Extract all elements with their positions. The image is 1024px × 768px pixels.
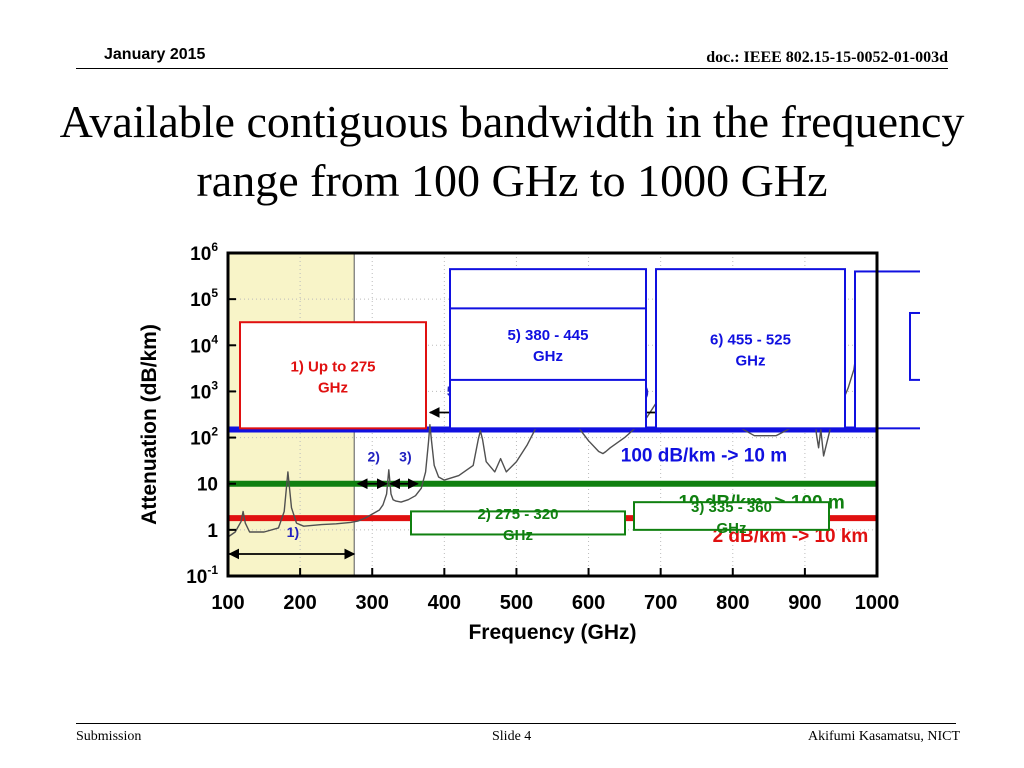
annotation-box-line1: 5) 380 - 445	[508, 327, 589, 344]
x-tick-label: 500	[500, 592, 533, 614]
y-tick-label: 104	[190, 332, 218, 357]
annotation-box	[655, 268, 846, 430]
annotation-box-line2: GHz	[736, 353, 766, 370]
annotation-box-line1: 3) 335 - 360	[691, 499, 772, 516]
y-tick-label: 102	[190, 425, 218, 450]
x-tick-label: 900	[788, 592, 821, 614]
y-tick-label: 103	[190, 378, 218, 403]
annotation-box	[909, 311, 920, 381]
footer-author: Akifumi Kasamatsu, NICT	[807, 729, 960, 744]
y-tick-label: 105	[190, 286, 218, 311]
footer-divider	[76, 723, 956, 724]
x-tick-label: 700	[644, 592, 677, 614]
x-tick-label: 1000	[855, 592, 900, 614]
annotation-box-line2: GHz	[503, 527, 533, 544]
y-tick-label: 10-1	[186, 563, 218, 588]
y-tick-label: 10	[197, 475, 218, 496]
x-tick-label: 600	[572, 592, 605, 614]
attenuation-chart: 1)2)3)4)5)6)7)8)100 dB/km -> 10 m10 dB/k…	[138, 240, 920, 644]
x-tick-label: 800	[716, 592, 749, 614]
x-tick-label: 200	[283, 592, 316, 614]
footer-submission: Submission	[76, 729, 142, 744]
ref-line-label: 100 dB/km -> 10 m	[621, 446, 787, 467]
y-tick-label: 106	[190, 240, 218, 265]
plot-frame	[226, 251, 879, 578]
annotation-box-line1: 6) 455 - 525	[710, 332, 791, 349]
annotation-box	[239, 321, 427, 430]
slide-title: Available contiguous bandwidth in the fr…	[59, 96, 965, 206]
band-arrow-label: 3)	[399, 449, 411, 465]
ref-line-label: 2 dB/km -> 10 km	[713, 526, 869, 547]
annotation-box-line2: GHz	[717, 520, 747, 537]
band-arrow-label: 1)	[287, 524, 299, 540]
annotation-box	[633, 501, 830, 531]
annotation-box	[449, 307, 647, 381]
annotation-box-line1: 1) Up to 275	[290, 358, 375, 375]
annotation-box-line2: GHz	[318, 379, 348, 396]
header-divider	[76, 68, 948, 69]
annotation-box	[410, 510, 626, 536]
header-doc-id: doc.: IEEE 802.15-15-0052-01-003d	[706, 49, 948, 66]
y-axis-label: Attenuation (dB/km)	[138, 324, 161, 525]
footer-slide-number: Slide 4	[492, 729, 532, 744]
x-axis-label: Frequency (GHz)	[468, 621, 636, 644]
annotation-box-line2: GHz	[533, 348, 563, 365]
band-arrow-label: 2)	[367, 449, 379, 465]
x-tick-label: 300	[356, 592, 389, 614]
annotation-box-line1: 2) 275 - 320	[478, 506, 559, 523]
header-date: January 2015	[104, 46, 206, 63]
x-tick-label: 100	[211, 592, 244, 614]
y-tick-label: 1	[207, 521, 218, 542]
x-tick-label: 400	[428, 592, 461, 614]
